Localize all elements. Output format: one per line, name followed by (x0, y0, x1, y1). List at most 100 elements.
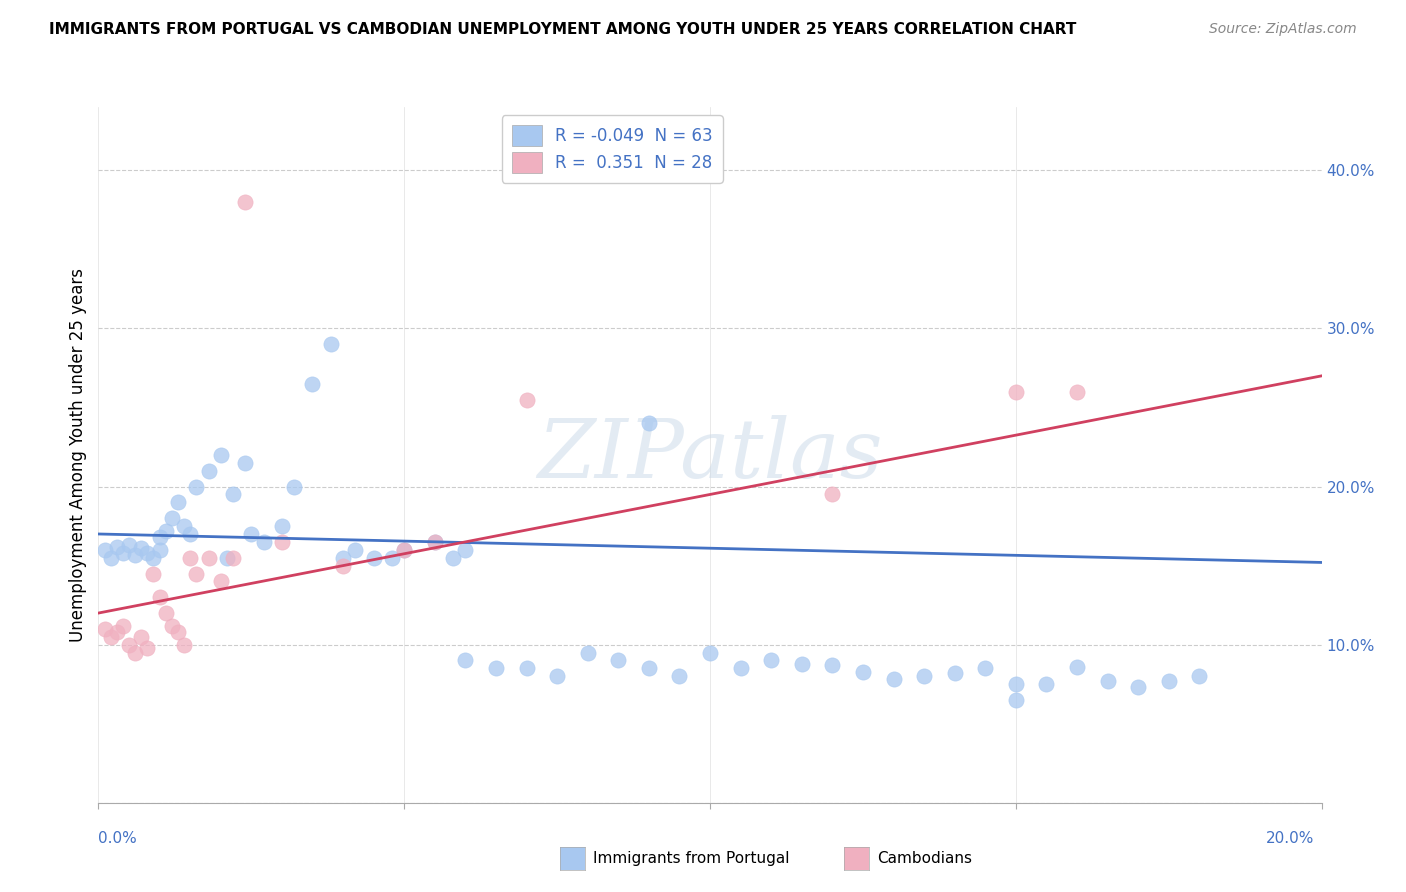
Point (668, 669, 690, 683)
Point (759, 653, 782, 667)
Point (160, 618, 183, 632)
Point (142, 550, 165, 565)
Point (270, 534, 292, 549)
Point (485, 661, 508, 675)
Point (93, 622, 115, 636)
Point (233, 456, 256, 470)
Point (332, 550, 354, 565)
Point (124, 646, 146, 660)
Point (974, 661, 997, 675)
Point (149, 591, 172, 605)
Point (730, 661, 752, 675)
Point (1157, 674, 1180, 689)
Point (209, 574, 232, 589)
Point (240, 527, 263, 541)
Point (1128, 681, 1150, 695)
Y-axis label: Unemployment Among Youth under 25 years: Unemployment Among Youth under 25 years (69, 268, 87, 642)
Point (173, 519, 195, 533)
Point (197, 550, 219, 565)
Point (118, 638, 141, 652)
Point (129, 630, 152, 644)
Point (179, 550, 201, 565)
Point (209, 448, 232, 462)
Text: 20.0%: 20.0% (1267, 831, 1315, 846)
Point (1097, 674, 1119, 689)
Text: IMMIGRANTS FROM PORTUGAL VS CAMBODIAN UNEMPLOYMENT AMONG YOUTH UNDER 25 YEARS CO: IMMIGRANTS FROM PORTUGAL VS CAMBODIAN UN… (49, 22, 1077, 37)
Point (149, 542, 172, 557)
Point (423, 534, 446, 549)
Point (197, 464, 219, 478)
Point (136, 546, 159, 560)
Point (283, 479, 305, 493)
Point (111, 546, 134, 560)
Point (179, 527, 201, 541)
Point (222, 550, 245, 565)
Point (637, 417, 661, 431)
Point (142, 566, 165, 581)
Point (1066, 660, 1088, 674)
Point (912, 669, 935, 683)
Point (943, 666, 966, 681)
Point (111, 618, 134, 632)
Point (1035, 677, 1057, 691)
Point (167, 625, 190, 640)
Text: 0.0%: 0.0% (98, 831, 138, 846)
Point (93, 542, 115, 557)
Point (136, 640, 159, 655)
Point (454, 653, 477, 667)
Point (454, 542, 477, 557)
Point (1004, 693, 1026, 707)
Point (381, 550, 404, 565)
Point (516, 392, 538, 407)
Text: Cambodians: Cambodians (877, 852, 973, 866)
Point (160, 511, 183, 525)
Point (576, 646, 599, 660)
Point (155, 524, 177, 538)
Point (607, 653, 630, 667)
Point (105, 625, 128, 640)
Legend: R = -0.049  N = 63, R =  0.351  N = 28: R = -0.049 N = 63, R = 0.351 N = 28 (502, 115, 723, 183)
Point (1066, 384, 1088, 399)
Point (252, 534, 274, 549)
Point (124, 548, 146, 562)
Point (233, 194, 256, 209)
Point (441, 550, 464, 565)
Point (546, 669, 568, 683)
Point (270, 519, 292, 533)
Point (222, 487, 245, 501)
Point (821, 658, 844, 673)
Point (129, 541, 152, 556)
Point (516, 661, 538, 675)
Point (301, 376, 323, 391)
Point (423, 534, 446, 549)
Text: Immigrants from Portugal: Immigrants from Portugal (593, 852, 790, 866)
Point (1004, 677, 1026, 691)
Point (637, 661, 661, 675)
Point (392, 542, 416, 557)
Point (1004, 384, 1026, 399)
Point (699, 646, 721, 660)
Text: ZIPatlas: ZIPatlas (537, 415, 883, 495)
Point (100, 550, 122, 565)
Point (1188, 669, 1211, 683)
Point (186, 566, 208, 581)
Point (790, 657, 813, 671)
Point (363, 550, 385, 565)
Point (392, 542, 416, 557)
Point (319, 337, 342, 351)
Point (852, 665, 875, 679)
Point (215, 550, 238, 565)
Point (167, 495, 190, 509)
Point (883, 673, 905, 687)
Point (332, 558, 354, 573)
Point (118, 538, 141, 552)
Text: Source: ZipAtlas.com: Source: ZipAtlas.com (1209, 22, 1357, 37)
Point (186, 479, 208, 493)
Point (173, 638, 195, 652)
Point (344, 542, 367, 557)
Point (155, 606, 177, 620)
Point (821, 487, 844, 501)
Point (105, 540, 128, 554)
Point (100, 630, 122, 644)
Point (149, 530, 172, 544)
